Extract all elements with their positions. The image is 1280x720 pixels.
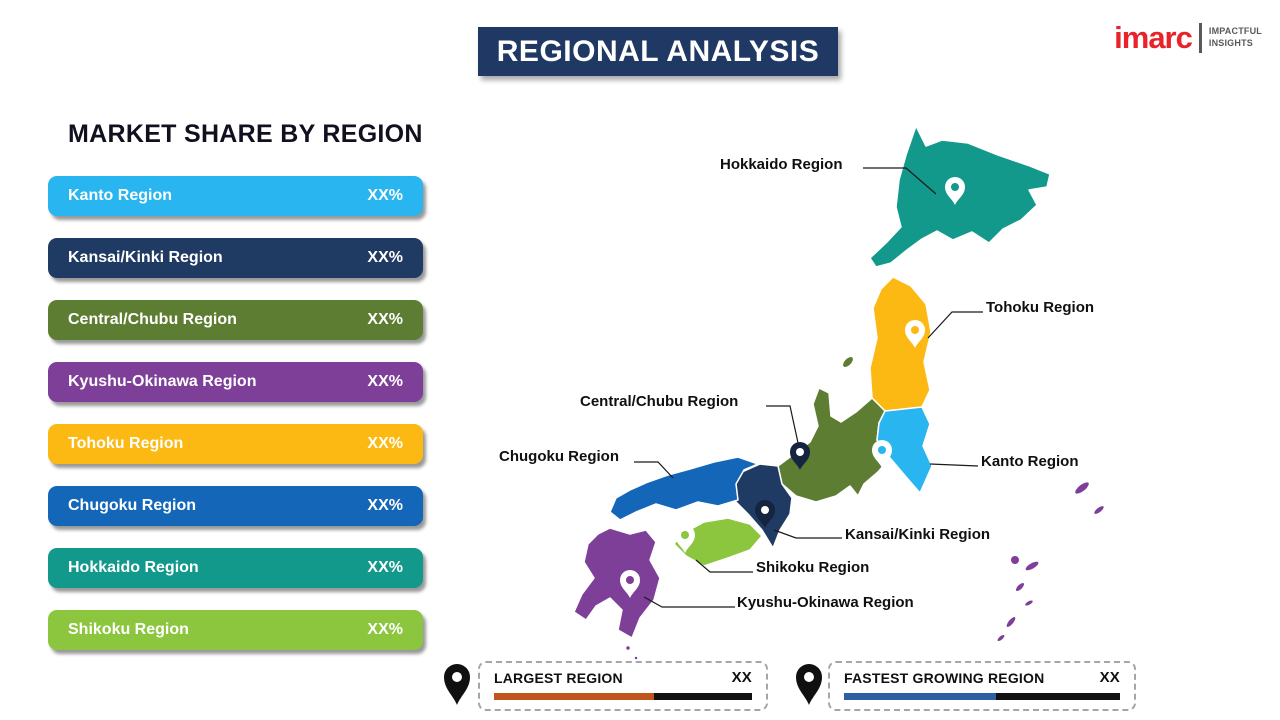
map-region-shikoku — [673, 517, 763, 567]
kyushu-pin — [620, 570, 640, 598]
callout-shikoku — [695, 559, 753, 573]
fastest-growing-region-legend: FASTEST GROWING REGION XX — [828, 661, 1136, 711]
largest-region-row: LARGEST REGION XX — [494, 669, 752, 686]
callout-hokkaido — [863, 167, 937, 195]
region-value: XX% — [367, 373, 403, 390]
map-region-tohoku — [869, 276, 932, 412]
callout-chubu — [766, 405, 801, 453]
region-value: XX% — [367, 187, 403, 204]
market-share-list: Kanto Region XX% Kansai/Kinki Region XX%… — [48, 176, 423, 650]
imarc-logo-wordmark: imarc — [1114, 20, 1193, 55]
map-island-okinawa-4 — [1014, 581, 1026, 593]
market-share-row-hokkaido: Hokkaido Region XX% — [48, 548, 423, 588]
region-label: Hokkaido Region — [68, 559, 199, 576]
fastest-growing-region-value: XX — [1099, 669, 1120, 686]
imarc-tagline-line2: INSIGHTS — [1208, 37, 1253, 48]
japan-map — [573, 125, 1106, 661]
region-value: XX% — [367, 621, 403, 638]
fastest-growing-region-label: FASTEST GROWING REGION — [844, 669, 1045, 686]
map-label-chugoku: Chugoku Region — [499, 448, 619, 465]
imarc-logo: imarc IMPACTFUL INSIGHTS — [1114, 22, 1262, 53]
map-region-kyushu — [573, 527, 661, 639]
region-label: Central/Chubu Region — [68, 311, 237, 328]
shikoku-pin — [675, 525, 695, 553]
market-share-row-kansai: Kansai/Kinki Region XX% — [48, 238, 423, 278]
fastest-growing-region-row: FASTEST GROWING REGION XX — [844, 669, 1120, 686]
fastest-growing-region-bar-fill — [844, 693, 996, 700]
region-value: XX% — [367, 435, 403, 452]
map-island-kyushu-tail-2 — [633, 655, 639, 661]
largest-region-pin-icon — [444, 664, 470, 705]
map-label-shikoku: Shikoku Region — [756, 559, 870, 576]
imarc-logo-tagline: IMPACTFUL INSIGHTS — [1209, 26, 1262, 49]
page-title-text: REGIONAL ANALYSIS — [496, 34, 820, 68]
region-label: Shikoku Region — [68, 621, 189, 638]
map-label-central-chubu: Central/Chubu Region — [580, 393, 739, 410]
map-island-sado — [841, 355, 855, 369]
map-island-okinawa-6 — [1005, 615, 1017, 629]
market-share-row-shikoku: Shikoku Region XX% — [48, 610, 423, 650]
chubu-pin — [790, 442, 810, 470]
region-value: XX% — [367, 249, 403, 266]
map-island-okinawa-3 — [1024, 560, 1040, 572]
page-title: REGIONAL ANALYSIS — [478, 27, 838, 76]
region-label: Tohoku Region — [68, 435, 184, 452]
map-label-kyushu-okinawa: Kyushu-Okinawa Region — [737, 594, 914, 611]
market-share-row-kyushu-okinawa: Kyushu-Okinawa Region XX% — [48, 362, 423, 402]
callout-lines — [634, 167, 983, 608]
callout-kanto — [929, 463, 979, 467]
map-island-okinawa-1 — [1073, 480, 1091, 496]
imarc-tagline-line1: IMPACTFUL — [1208, 26, 1262, 37]
fastest-growing-region-bar — [844, 693, 1120, 700]
largest-region-bar-fill — [494, 693, 654, 700]
market-share-heading: MARKET SHARE BY REGION — [68, 120, 423, 148]
callout-tohoku — [927, 311, 983, 339]
map-label-kansai: Kansai/Kinki Region — [845, 526, 991, 543]
region-label: Kanto Region — [68, 187, 172, 204]
map-island-okinawa-5 — [1023, 598, 1035, 608]
market-share-row-chugoku: Chugoku Region XX% — [48, 486, 423, 526]
kanto-pin — [872, 440, 892, 468]
hokkaido-pin — [945, 177, 965, 205]
map-island-okinawa-7 — [996, 633, 1006, 643]
largest-region-legend: LARGEST REGION XX — [478, 661, 768, 711]
imarc-logo-divider — [1198, 22, 1202, 53]
market-share-row-tohoku: Tohoku Region XX% — [48, 424, 423, 464]
region-value: XX% — [367, 497, 403, 514]
region-value: XX% — [367, 559, 403, 576]
largest-region-bar — [494, 693, 752, 700]
map-island-kyushu-tail-1 — [624, 644, 632, 652]
fastest-growing-region-pin-icon — [796, 664, 822, 705]
tohoku-pin — [905, 320, 925, 348]
map-label-hokkaido: Hokkaido Region — [720, 156, 843, 173]
market-share-row-chubu: Central/Chubu Region XX% — [48, 300, 423, 340]
region-value: XX% — [367, 311, 403, 328]
region-label: Kansai/Kinki Region — [68, 249, 223, 266]
map-region-chugoku — [609, 456, 759, 521]
map-island-okinawa-2 — [1092, 504, 1106, 516]
largest-region-value: XX — [731, 669, 752, 686]
callout-chugoku — [634, 461, 674, 479]
region-label: Kyushu-Okinawa Region — [68, 373, 257, 390]
callout-kyushu-okinawa — [643, 596, 735, 608]
map-label-tohoku: Tohoku Region — [986, 299, 1095, 316]
map-region-kanto — [876, 406, 933, 494]
market-share-row-kanto: Kanto Region XX% — [48, 176, 423, 216]
largest-region-label: LARGEST REGION — [494, 669, 623, 686]
kansai-pin — [755, 500, 775, 528]
region-label: Chugoku Region — [68, 497, 196, 514]
map-label-kanto: Kanto Region — [981, 453, 1079, 470]
okinawa-pin — [1005, 550, 1025, 578]
callout-kansai — [773, 529, 842, 539]
